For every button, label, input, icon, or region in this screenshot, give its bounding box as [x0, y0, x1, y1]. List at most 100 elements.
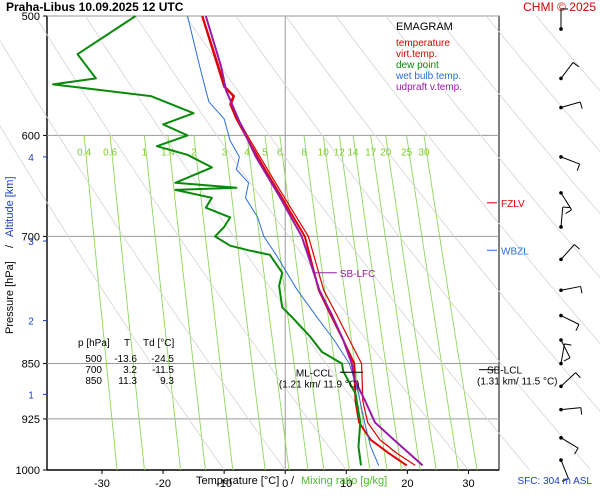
wind-barb	[560, 339, 571, 359]
sb-lfc-label: SB-LFC	[340, 269, 376, 280]
dry-adiabat-lines	[0, 15, 600, 471]
wind-barb-feather	[564, 343, 572, 346]
legend-title: EMAGRAM	[396, 21, 453, 33]
table-row-td: 9.3	[160, 376, 174, 387]
dry-adiabat-line	[385, 15, 600, 279]
mixing-ratio-label: 17	[365, 147, 377, 158]
series-line-dew-point	[52, 15, 362, 466]
table-row-t: 3.2	[123, 365, 137, 376]
altitude-tick-label: 3	[28, 237, 34, 248]
table-row-p: 700	[85, 365, 102, 376]
mixing-ratio-line	[246, 135, 290, 471]
ml-ccl-label: ML-CCL	[296, 368, 334, 379]
pressure-tick-label: 1000	[16, 465, 40, 477]
mixing-ratio-label: 25	[401, 147, 413, 158]
wind-barb	[560, 372, 576, 387]
mixing-ratio-line	[167, 135, 206, 471]
wind-barb-feather	[580, 286, 583, 294]
legend-item-virt-temp: virt.temp.	[396, 49, 437, 60]
temperature-tick-label: -30	[94, 478, 110, 490]
wind-barb-feather	[563, 357, 571, 362]
wbzl-label: WBZL	[501, 246, 529, 257]
wind-barb	[560, 343, 565, 364]
wind-barb	[560, 156, 580, 165]
wind-barbs	[559, 8, 583, 482]
profile-series	[52, 15, 424, 467]
dry-adiabat-line	[535, 15, 600, 92]
ml-ccl-detail: (1.21 km/ 11.9 °C)	[279, 379, 360, 390]
dry-adiabat-line	[335, 15, 600, 344]
surface-elevation-note: SFC: 304 m ASL	[518, 476, 593, 487]
table-row-t: 11.3	[118, 376, 137, 387]
wind-barb-station	[559, 288, 563, 293]
mixing-ratio-label: 14	[347, 147, 359, 158]
dry-adiabat-line	[0, 125, 225, 471]
dry-adiabat-line	[485, 15, 600, 152]
legend-item-temperature: temperature	[396, 38, 450, 49]
dry-adiabat-line	[135, 15, 469, 471]
series-line-virt-temp	[202, 15, 416, 466]
dry-adiabat-line	[235, 15, 591, 471]
altitude-tick-label: 4	[28, 153, 34, 164]
dry-adiabat-line	[435, 15, 600, 215]
mixing-ratio-line	[109, 135, 145, 471]
mixing-ratio-label: 8	[301, 147, 307, 158]
x-axis-title-temperature: Temperature [°C]	[196, 475, 279, 487]
sb-lcl-detail: (1.31 km/ 11.5 °C)	[477, 377, 558, 388]
table-header-p: p [hPa]	[78, 338, 110, 349]
copyright-text: CHMI © 2025	[523, 0, 596, 14]
y-axis-title-pressure: Pressure [hPa]	[4, 261, 16, 334]
x-axis-title: Temperature [°C] / Mixing ratio [g/kg]	[196, 475, 387, 487]
table-header-td: Td [°C]	[143, 338, 174, 349]
wind-barb	[560, 101, 581, 109]
temperature-tick-label: 20	[401, 478, 413, 490]
mixing-ratio-line	[264, 135, 309, 471]
x-axis-title-separator: /	[291, 475, 295, 487]
pressure-tick-label: 700	[22, 231, 40, 243]
y-axis-title-altitude: Altitude [km]	[4, 176, 16, 237]
mixing-ratio-label: 3	[222, 147, 228, 158]
wind-barb	[560, 285, 581, 291]
temperature-tick-label: 0	[282, 478, 288, 490]
annotations: FZLV WBZL SB-LFC ML-CCL(1.21 km/ 11.9 °C) SB…	[279, 199, 558, 390]
wind-barb-feather	[579, 101, 583, 109]
legend-item-dew-point: dew point	[396, 60, 439, 71]
fzlv-label: FZLV	[501, 199, 525, 210]
mixing-ratio-label: 1.4	[161, 147, 175, 158]
mixing-ratio-line	[193, 135, 234, 471]
chart-title: Praha-Libus 10.09.2025 12 UTC	[6, 0, 184, 14]
wind-barb	[560, 62, 574, 79]
dry-adiabat-line	[0, 39, 286, 471]
mixing-ratio-label: 4	[244, 147, 250, 158]
temperature-tick-label: -10	[216, 478, 232, 490]
mixing-ratio-line	[406, 135, 459, 471]
dry-adiabat-line	[285, 15, 600, 412]
pressure-tick-label: 500	[22, 11, 40, 23]
wind-barb-feather	[572, 62, 579, 68]
wind-barb-feather	[561, 478, 569, 482]
mixing-ratio-line	[143, 135, 182, 471]
wind-barb-feather	[580, 407, 583, 415]
wind-barb	[560, 437, 579, 449]
wind-barb	[560, 407, 581, 411]
wind-barb-feather	[575, 372, 581, 379]
wind-barb	[560, 315, 580, 325]
sb-lcl-label: SB-LCL	[487, 366, 522, 377]
temperature-tick-label: -20	[155, 478, 171, 490]
temperature-tick-label: 30	[462, 478, 474, 490]
altitude-tick-label: 2	[28, 317, 34, 328]
sounding-table: p [hPa] T Td [°C] 500 -13.6 -24.5 700 3.…	[78, 338, 174, 387]
wind-barb	[560, 206, 564, 228]
mixing-ratio-line	[83, 135, 118, 471]
wind-barb	[560, 459, 569, 479]
mixing-ratio-line	[338, 135, 388, 471]
grid-layer	[47, 15, 499, 470]
mixing-ratio-label: 30	[418, 147, 430, 158]
pressure-tick-label: 600	[22, 130, 40, 142]
mixing-ratio-line	[352, 135, 402, 471]
mixing-ratio-label: 0.6	[103, 147, 117, 158]
series-line-wet-bulb-temp	[187, 15, 380, 466]
mixing-ratio-line	[385, 135, 437, 471]
